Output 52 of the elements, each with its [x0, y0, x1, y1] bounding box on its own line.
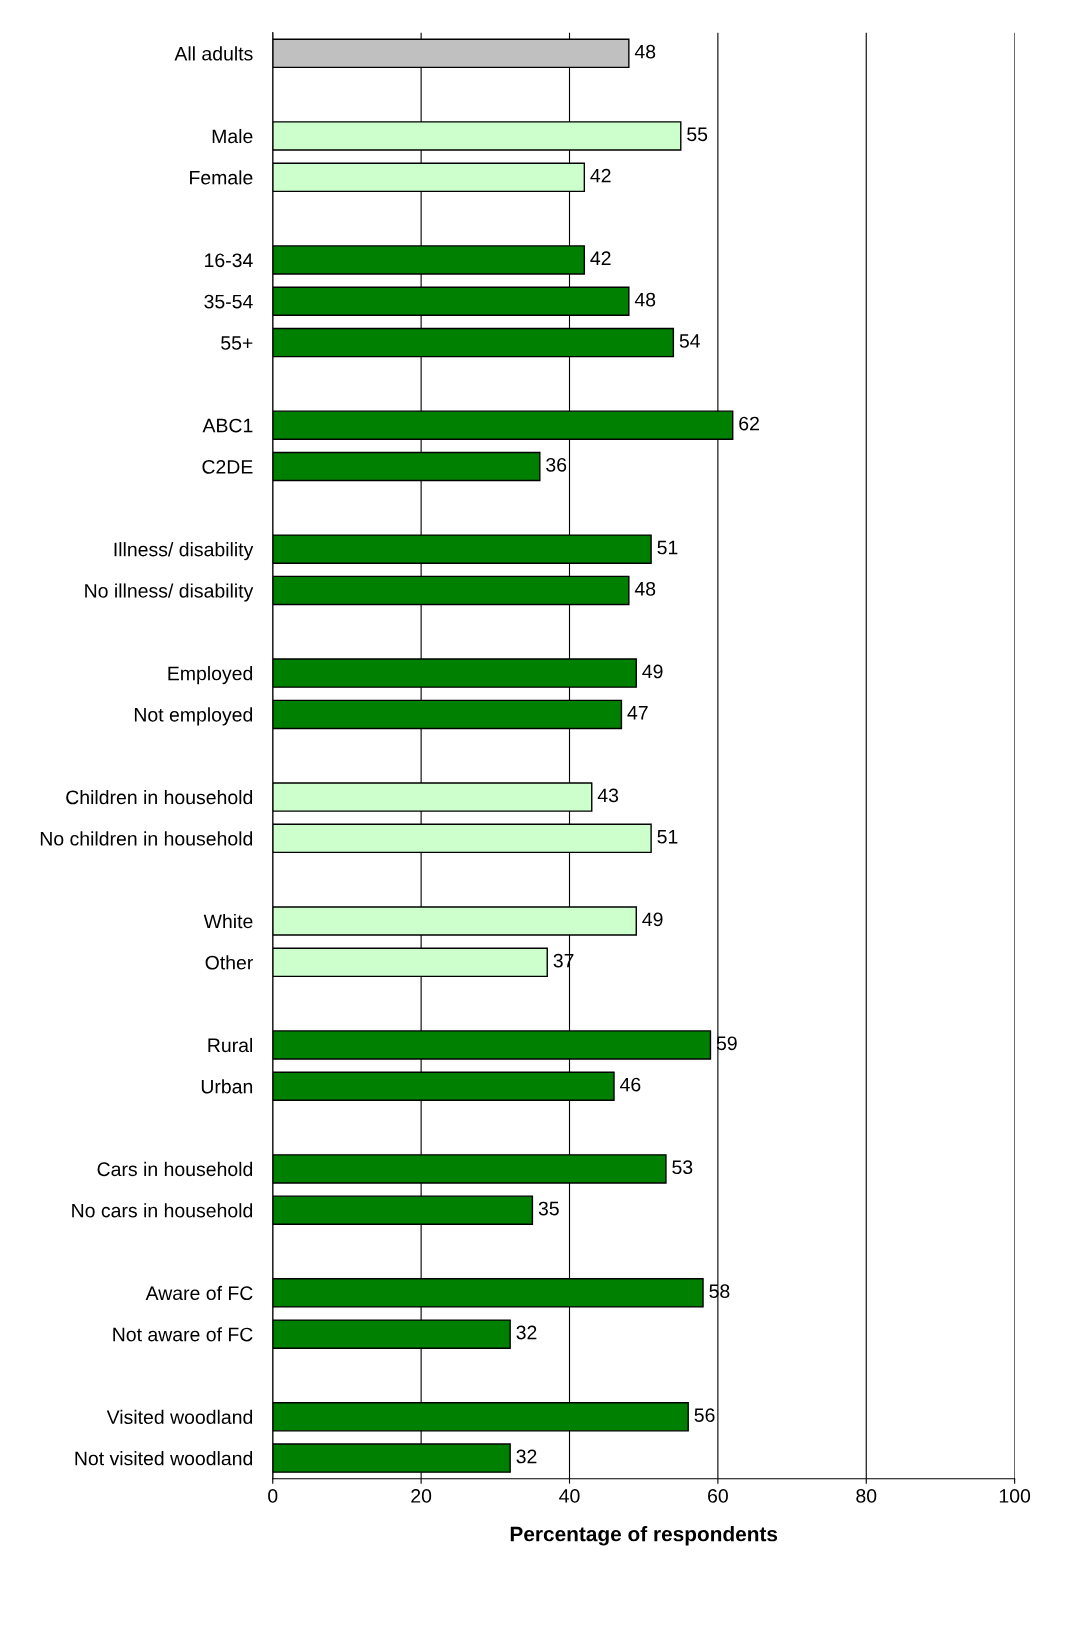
- y-tick-label: Female: [190, 170, 253, 185]
- y-tick-label: Illness/ disability: [114, 542, 254, 561]
- data-label: 49: [642, 664, 663, 679]
- y-tick-label: No children in household: [40, 831, 253, 846]
- y-tick-label: C2DE: [202, 459, 253, 474]
- x-tick-label: 0: [268, 1489, 278, 1503]
- data-label: 43: [597, 788, 619, 803]
- y-tick-label: Rural: [208, 1037, 253, 1053]
- y-tick-label: 55+: [221, 336, 253, 350]
- data-label: 49: [642, 912, 663, 927]
- y-tick-label: 16-34: [205, 253, 253, 268]
- x-tick-label: 100: [999, 1489, 1031, 1503]
- data-label: 42: [590, 251, 611, 265]
- y-tick-label: Aware of FC: [145, 1285, 253, 1301]
- y-tick-label: 35-54: [204, 294, 253, 309]
- x-tick-label: 20: [411, 1489, 432, 1503]
- y-tick-label: Other: [205, 955, 253, 970]
- data-label: 48: [634, 292, 656, 307]
- y-tick-label: Employed: [168, 666, 253, 685]
- data-label: 42: [590, 168, 611, 183]
- y-tick-label: ABC1: [202, 418, 253, 433]
- x-axis-title: Percentage of respondents: [510, 1526, 778, 1546]
- data-label: 56: [694, 1408, 715, 1423]
- data-label: 51: [657, 540, 678, 555]
- data-label: 53: [672, 1160, 693, 1175]
- data-label: 48: [634, 581, 656, 596]
- y-tick-label: Not employed: [134, 707, 253, 726]
- y-tick-label: White: [203, 913, 253, 929]
- data-label: 47: [627, 706, 648, 720]
- y-tick-label: No illness/ disability: [85, 583, 254, 602]
- data-label: 32: [516, 1325, 537, 1340]
- y-tick-label: Cars in household: [97, 1161, 253, 1177]
- data-label: 55: [687, 127, 708, 142]
- data-label: 54: [679, 334, 700, 348]
- y-tick-label: No cars in household: [72, 1203, 253, 1218]
- data-label: 48: [634, 44, 656, 59]
- y-tick-label: All adults: [174, 46, 253, 61]
- y-tick-label: Male: [212, 128, 253, 144]
- data-label: 36: [546, 457, 567, 472]
- x-tick-label: 60: [708, 1489, 728, 1503]
- data-label: 51: [657, 830, 678, 844]
- data-label: 32: [516, 1449, 537, 1464]
- data-label: 46: [620, 1077, 641, 1092]
- x-tick-label: 40: [559, 1489, 580, 1503]
- y-tick-label: Visited woodland: [106, 1409, 253, 1425]
- x-tick-label: 80: [856, 1489, 877, 1503]
- data-label: 35: [538, 1201, 559, 1216]
- data-label: 62: [739, 416, 759, 431]
- y-tick-label: Urban: [201, 1079, 253, 1094]
- y-tick-label: Not aware of FC: [113, 1327, 253, 1342]
- y-tick-label: Not visited woodland: [75, 1451, 253, 1466]
- y-tick-label: Children in household: [66, 790, 253, 805]
